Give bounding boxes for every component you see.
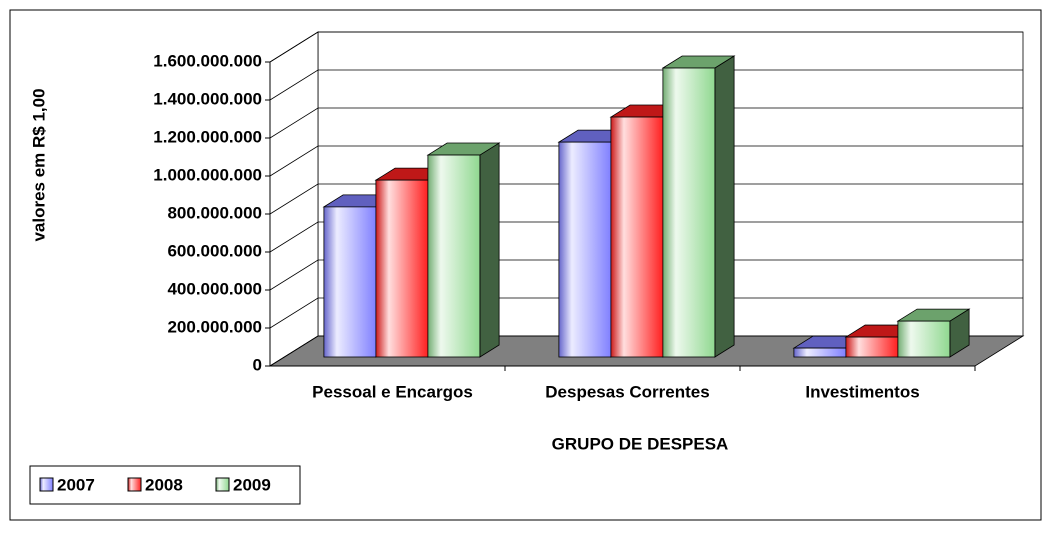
grid-line <box>269 335 1023 367</box>
grid-line <box>269 259 1023 291</box>
bar <box>661 55 736 358</box>
grid-line <box>269 145 1023 177</box>
grid-line <box>269 31 1023 63</box>
grid-line <box>269 69 1023 101</box>
bar-front <box>845 336 899 358</box>
bar-front <box>323 206 377 358</box>
legend-label: 2007 <box>57 475 95 494</box>
bar-front <box>375 179 429 358</box>
y-tick-label: 800.000.000 <box>167 203 262 222</box>
y-tick-label: 0 <box>253 355 262 374</box>
legend-label: 2008 <box>145 475 183 494</box>
legend-box <box>29 465 301 505</box>
bar-front <box>662 67 716 358</box>
y-axis-label: valores em R$ 1,00 <box>29 88 48 241</box>
bar-front <box>897 320 951 358</box>
y-tick-label: 400.000.000 <box>167 279 262 298</box>
bar <box>896 308 971 358</box>
y-tick-label: 1.600.000.000 <box>153 51 262 70</box>
grid-line <box>269 107 1023 139</box>
bar-side <box>714 55 735 358</box>
legend-swatch <box>39 477 54 492</box>
bar-front <box>558 141 612 358</box>
y-tick-label: 200.000.000 <box>167 317 262 336</box>
grid-line <box>269 221 1023 253</box>
bar-side <box>479 142 500 358</box>
bar-front <box>610 116 664 358</box>
x-tick-label: Pessoal e Encargos <box>312 382 473 401</box>
y-tick-label: 1.200.000.000 <box>153 127 262 146</box>
bar-front <box>793 347 847 358</box>
bar-front <box>427 154 481 358</box>
legend-swatch <box>215 477 230 492</box>
y-tick-label: 600.000.000 <box>167 241 262 260</box>
bar <box>426 142 501 358</box>
legend-swatch <box>127 477 142 492</box>
x-axis-label: GRUPO DE DESPESA <box>552 434 729 453</box>
x-tick-label: Investimentos <box>805 382 919 401</box>
grid-line <box>269 297 1023 329</box>
x-tick-label: Despesas Correntes <box>545 382 709 401</box>
legend-label: 2009 <box>233 475 271 494</box>
y-tick-label: 1.400.000.000 <box>153 89 262 108</box>
grid-line <box>269 183 1023 215</box>
y-tick-label: 1.000.000.000 <box>153 165 262 184</box>
